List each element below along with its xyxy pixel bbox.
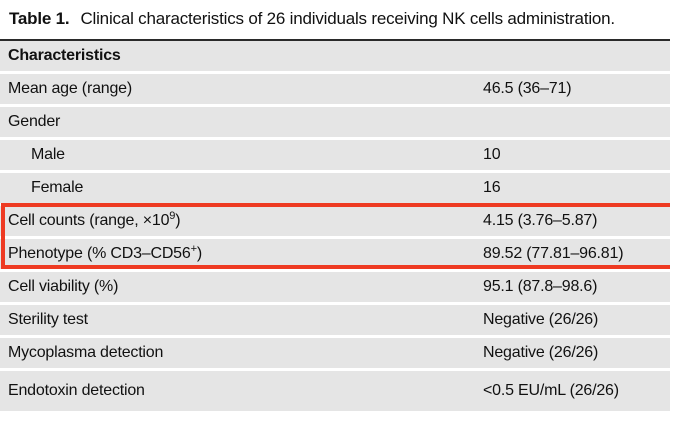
table-row: Mycoplasma detection Negative (26/26): [0, 338, 670, 368]
row-label: Endotoxin detection: [8, 382, 145, 399]
table-header-row: Characteristics: [0, 41, 670, 71]
row-value: <0.5 EU/mL (26/26): [483, 382, 619, 399]
table-row: Mean age (range) 46.5 (36–71): [0, 74, 670, 104]
table-row: Cell counts (range, ×109) 4.15 (3.76–5.8…: [0, 206, 670, 236]
row-label: Mean age (range): [8, 80, 132, 97]
table-row: Female 16: [0, 173, 670, 203]
highlighted-rows-group: Cell counts (range, ×109) 4.15 (3.76–5.8…: [0, 203, 670, 269]
row-label: Cell counts (range, ×109): [8, 210, 181, 230]
row-value: 95.1 (87.8–98.6): [483, 278, 598, 295]
row-label: Cell viability (%): [8, 278, 119, 295]
row-value: Negative (26/26): [483, 344, 599, 361]
row-value: 89.52 (77.81–96.81): [483, 245, 624, 262]
row-value: 16: [483, 179, 501, 196]
header-label: Characteristics: [8, 47, 121, 64]
row-value: Negative (26/26): [483, 311, 599, 328]
row-value: 4.15 (3.76–5.87): [483, 212, 598, 229]
table-row: Endotoxin detection <0.5 EU/mL (26/26): [0, 371, 670, 411]
row-label: Gender: [8, 113, 61, 130]
table-row: Male 10: [0, 140, 670, 170]
row-label: Sterility test: [8, 311, 88, 328]
row-label: Female: [31, 179, 84, 196]
clinical-characteristics-table: Characteristics Mean age (range) 46.5 (3…: [0, 39, 670, 411]
table-row: Sterility test Negative (26/26): [0, 305, 670, 335]
row-label: Mycoplasma detection: [8, 344, 164, 361]
row-value: 46.5 (36–71): [483, 80, 572, 97]
table-number: Table 1.: [9, 9, 70, 28]
table-row: Phenotype (% CD3–CD56+) 89.52 (77.81–96.…: [0, 239, 670, 269]
table-row: Cell viability (%) 95.1 (87.8–98.6): [0, 272, 670, 302]
caption-text: Clinical characteristics of 26 individua…: [80, 9, 615, 28]
row-label: Male: [31, 146, 65, 163]
row-label: Phenotype (% CD3–CD56+): [8, 243, 202, 263]
row-value: 10: [483, 146, 501, 163]
table-caption: Table 1. Clinical characteristics of 26 i…: [0, 0, 625, 31]
table-row: Gender: [0, 107, 670, 137]
